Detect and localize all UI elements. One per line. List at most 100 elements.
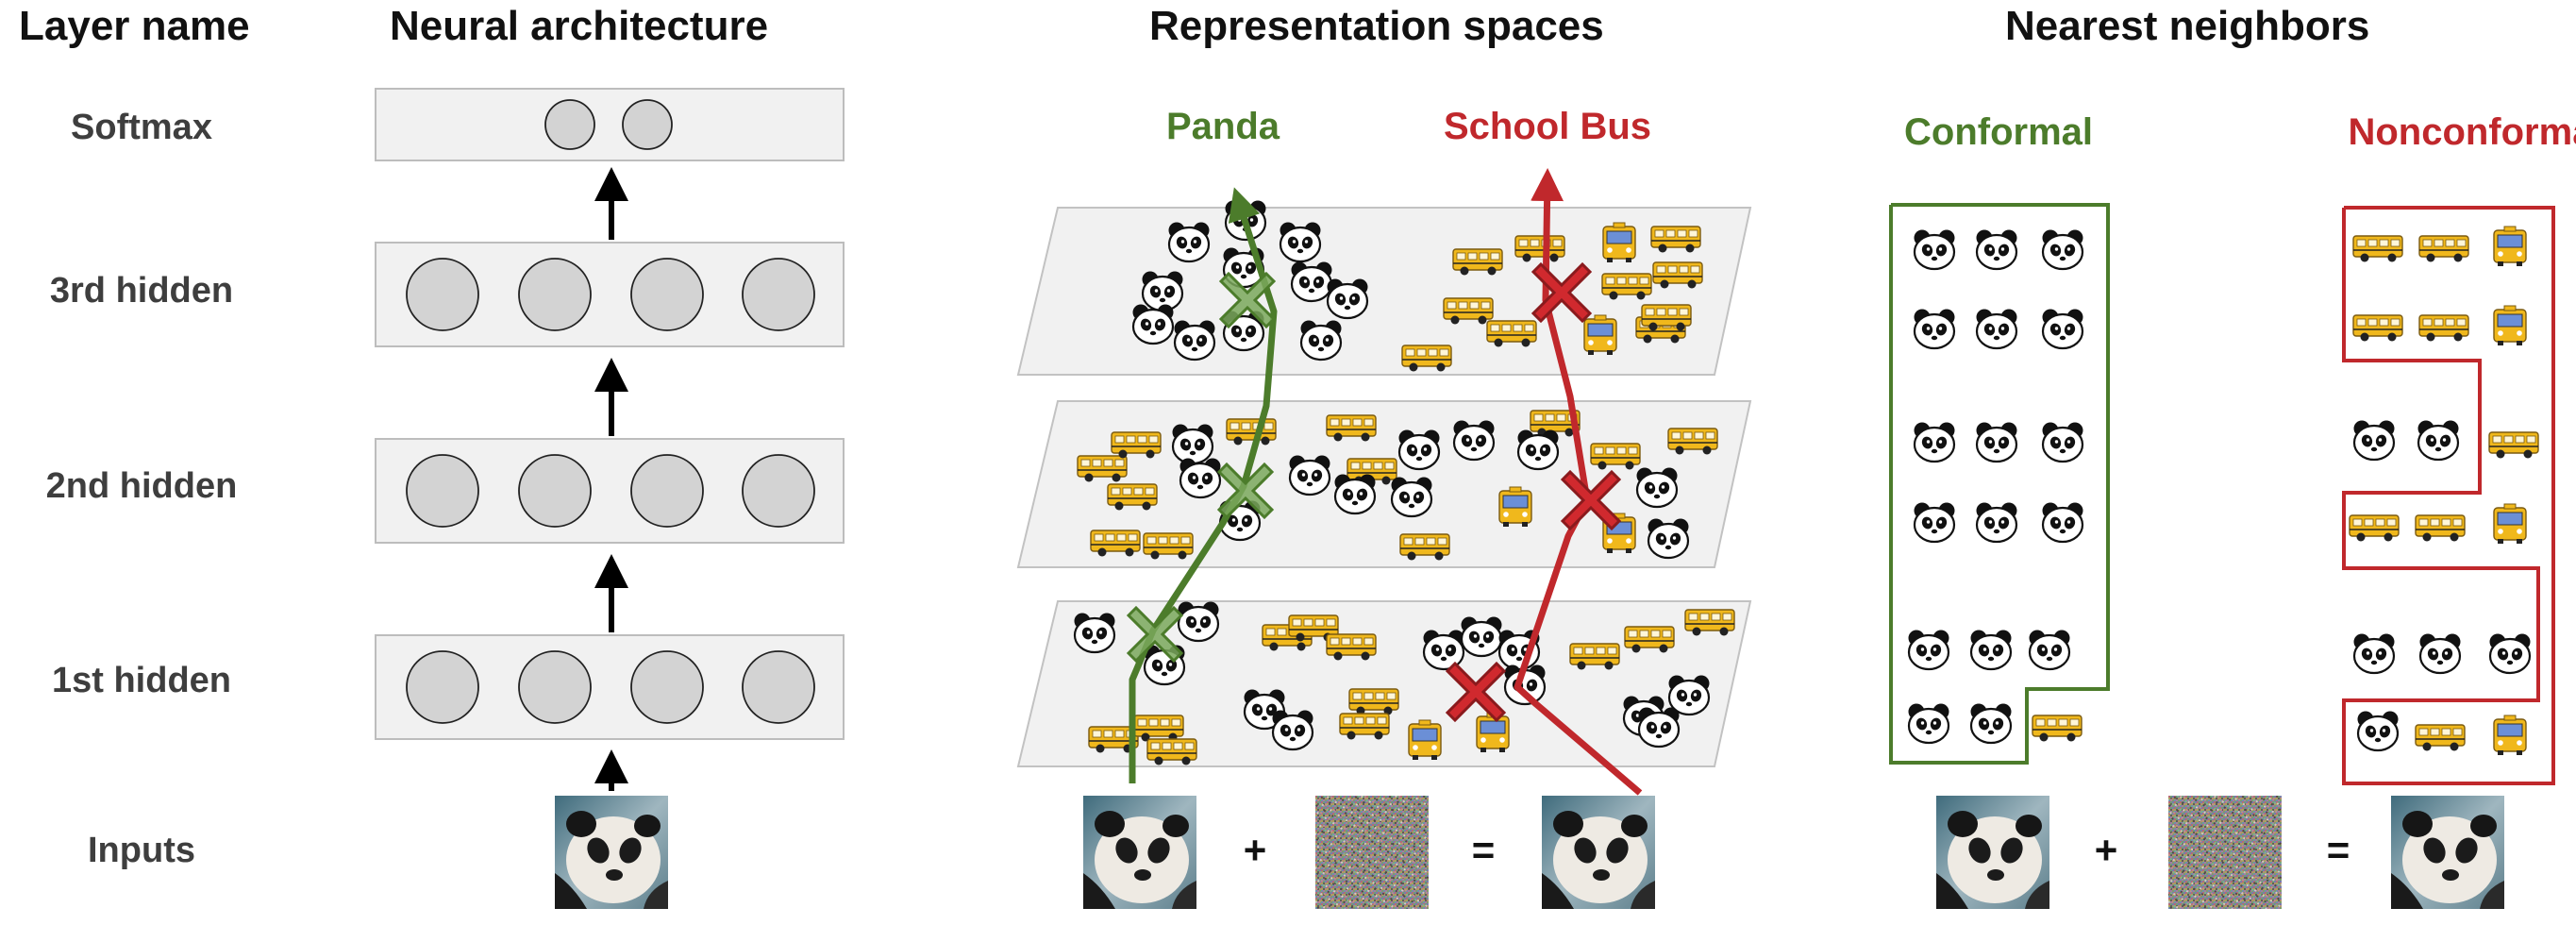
panda-icon [1422,629,1465,671]
panda-icon [2041,501,2084,544]
adversarial-noise-image [2168,796,2282,909]
neuron [742,454,815,528]
school-bus-icon [2418,314,2469,343]
layer-label-softmax: Softmax [71,108,212,147]
panda-icon [1637,706,1681,748]
panda-icon [1975,228,2018,271]
panda-icon [2041,421,2084,463]
school-bus-icon [2352,314,2403,343]
header-nearest-neighbors: Nearest neighbors [2005,3,2369,49]
school-bus-icon [2488,431,2539,460]
panda-icon [1913,421,1956,463]
panda-icon [1171,423,1214,465]
panda-icon [1907,629,1950,671]
school-bus-icon [1602,222,1636,263]
panda-icon [1913,228,1956,271]
school-bus-icon [2415,724,2466,752]
equals-sign: = [2327,828,2350,872]
conformal-label: Conformal [1904,111,2093,153]
panda-icon [1397,429,1441,471]
panda-icon [1288,454,1331,496]
panda-icon [2028,629,2071,671]
class-label-school-bus: School Bus [1444,106,1651,147]
plane-1st-hidden [1016,600,1752,767]
school-bus-icon [2349,514,2400,543]
neuron [630,258,704,331]
panda-icon [1913,308,1956,350]
green-x-marker [1218,271,1277,329]
panda-icon [1073,612,1116,654]
neuron [630,454,704,528]
panda-icon [1179,457,1222,499]
conformal-region [1889,203,2110,765]
panda-icon [1290,261,1333,303]
panda-icon [1390,476,1433,518]
panda-icon [2352,419,2396,462]
green-x-marker [1216,462,1275,520]
adversarial-noise-image [1315,796,1429,909]
school-bus-icon [1583,314,1617,356]
neuron [544,99,595,150]
layer-label-1st-hidden: 1st hidden [52,661,231,700]
equals-sign: = [1472,828,1496,872]
nearest-neighbors: Conformal Nonconformal [1889,111,2576,909]
red-x-marker [1560,469,1622,531]
plus-sign: + [1244,828,1267,872]
panda-icon [1647,517,1690,560]
panda-icon [1141,270,1184,312]
panda-icon [2352,632,2396,675]
neuron [518,258,592,331]
panda-icon [2418,632,2462,675]
panda-icon [1333,473,1377,515]
panda-icon [1279,221,1322,263]
school-bus-icon [2493,226,2527,267]
school-bus-icon [2032,715,2083,743]
neuron [518,454,592,528]
neuron [630,650,704,724]
panda-icon [1975,421,2018,463]
panda-icon [1635,466,1679,509]
panda-icon [2041,308,2084,350]
school-bus-icon [2493,715,2527,756]
input-panda-image [555,796,668,909]
panda-icon [1516,429,1560,471]
panda-icon [1913,501,1956,544]
softmax-layer-box [375,88,845,161]
school-bus-icon [2352,235,2403,263]
neuron [742,650,815,724]
school-bus-icon [2415,514,2466,543]
neuron [622,99,673,150]
red-x-marker [1531,261,1593,324]
panda-icon [1460,615,1503,658]
panda-icon [1131,303,1175,345]
neuron [406,650,479,724]
panda-icon [1969,629,2013,671]
school-bus-icon [2493,503,2527,545]
header-neural-architecture: Neural architecture [390,3,768,49]
panda-icon [1271,709,1314,751]
neuron [742,258,815,331]
adversarial-panda-image [1542,796,1655,909]
panda-icon [2041,228,2084,271]
panda-icon [1167,221,1211,263]
panda-icon [2417,419,2460,462]
clean-panda-image [1936,796,2049,909]
panda-icon [1177,600,1220,643]
school-bus-icon [1476,712,1510,753]
school-bus-icon [2418,235,2469,263]
panda-icon [1173,319,1216,362]
panda-icon [1326,278,1369,320]
panda-icon [1975,308,2018,350]
neuron [406,258,479,331]
plus-sign: + [2095,828,2118,872]
nonconformal-region [2342,206,2555,785]
class-label-panda: Panda [1166,106,1280,147]
nonconformal-label: Nonconformal [2348,111,2576,153]
header-layer-name: Layer name [19,3,250,49]
panda-icon [1452,419,1496,462]
neuron [518,650,592,724]
adversarial-panda-image [2391,796,2504,909]
school-bus-icon [1408,719,1442,761]
representation-spaces: Panda School Bus + = [1016,106,1752,909]
